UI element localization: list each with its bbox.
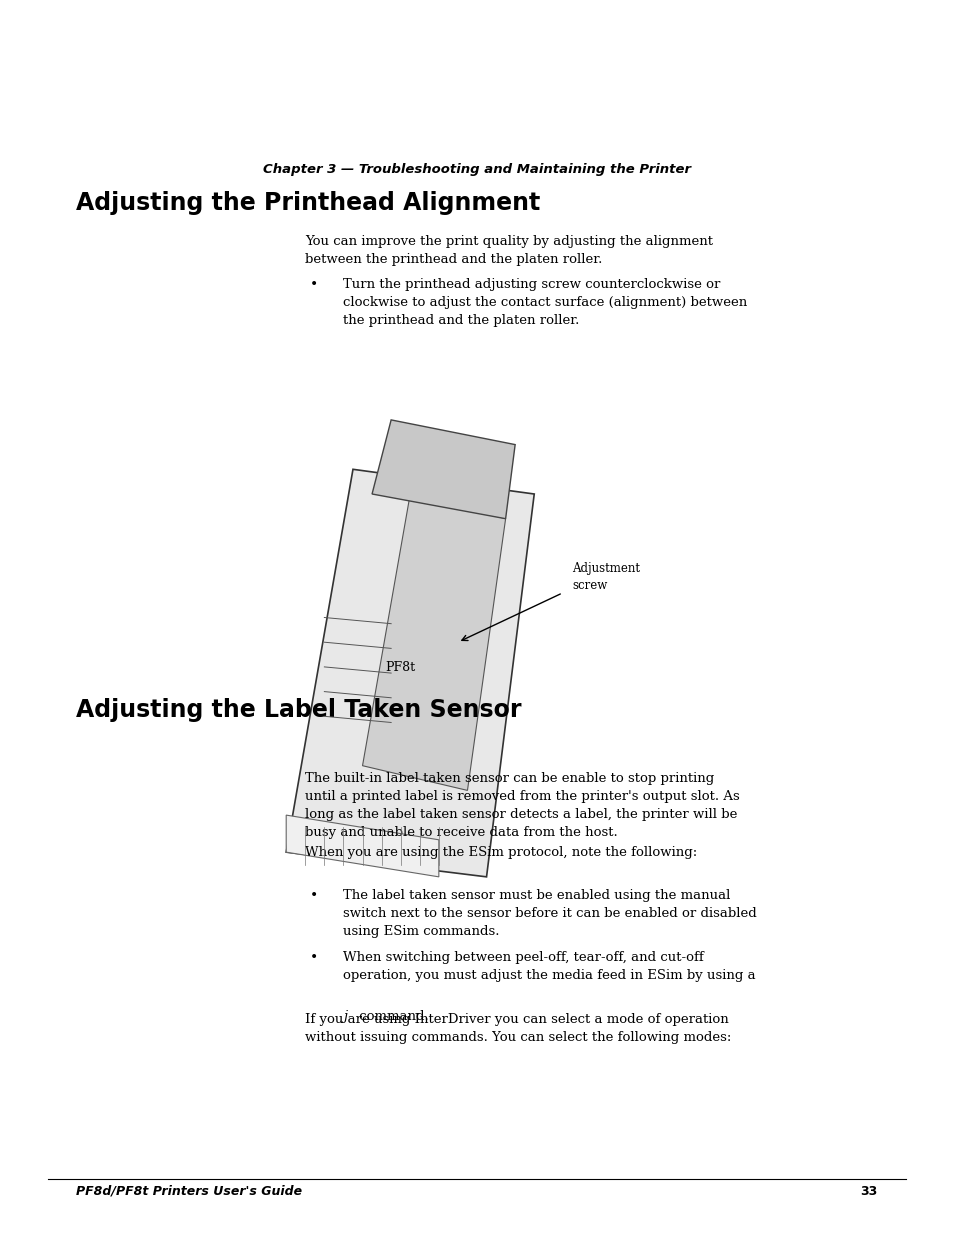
Text: command.: command.	[355, 1010, 428, 1024]
Text: Adjustment
screw: Adjustment screw	[572, 562, 639, 592]
Polygon shape	[286, 469, 534, 877]
Text: Adjusting the Printhead Alignment: Adjusting the Printhead Alignment	[76, 191, 540, 215]
Text: •: •	[310, 278, 318, 291]
Text: The built-in label taken sensor can be enable to stop printing
until a printed l: The built-in label taken sensor can be e…	[305, 772, 740, 839]
Text: When switching between peel-off, tear-off, and cut-off
operation, you must adjus: When switching between peel-off, tear-of…	[343, 951, 756, 982]
Text: PF8d/PF8t Printers User's Guide: PF8d/PF8t Printers User's Guide	[76, 1184, 302, 1198]
Polygon shape	[372, 420, 515, 519]
Text: Turn the printhead adjusting screw counterclockwise or
clockwise to adjust the c: Turn the printhead adjusting screw count…	[343, 278, 747, 327]
Text: j: j	[343, 1010, 347, 1024]
Polygon shape	[362, 494, 505, 790]
Text: •: •	[310, 951, 318, 965]
Text: Chapter 3 — Troubleshooting and Maintaining the Printer: Chapter 3 — Troubleshooting and Maintain…	[263, 163, 690, 177]
Text: Adjusting the Label Taken Sensor: Adjusting the Label Taken Sensor	[76, 698, 521, 721]
Text: PF8t: PF8t	[385, 661, 416, 674]
Text: When you are using the ESim protocol, note the following:: When you are using the ESim protocol, no…	[305, 846, 697, 860]
Polygon shape	[286, 815, 438, 877]
Text: 33: 33	[860, 1184, 877, 1198]
Text: The label taken sensor must be enabled using the manual
switch next to the senso: The label taken sensor must be enabled u…	[343, 889, 757, 939]
Text: If you are using InterDriver you can select a mode of operation
without issuing : If you are using InterDriver you can sel…	[305, 1013, 731, 1044]
Text: •: •	[310, 889, 318, 903]
Text: You can improve the print quality by adjusting the alignment
between the printhe: You can improve the print quality by adj…	[305, 235, 713, 266]
